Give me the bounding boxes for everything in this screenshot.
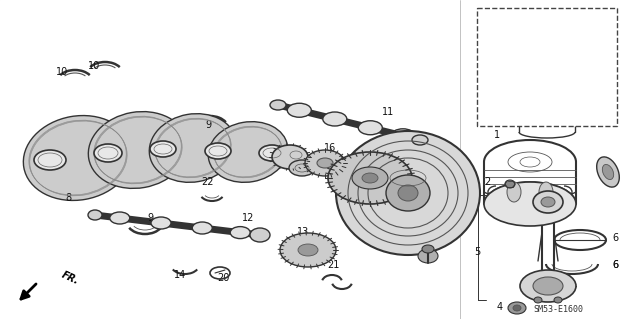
Text: 19: 19 <box>426 233 438 243</box>
Ellipse shape <box>513 305 521 311</box>
Ellipse shape <box>259 145 285 161</box>
Ellipse shape <box>386 175 430 211</box>
Text: 3: 3 <box>612 170 618 180</box>
Ellipse shape <box>205 143 231 159</box>
Ellipse shape <box>596 157 620 187</box>
Ellipse shape <box>286 148 306 162</box>
Ellipse shape <box>192 222 212 234</box>
Ellipse shape <box>352 167 388 189</box>
Ellipse shape <box>484 182 576 226</box>
Ellipse shape <box>520 270 576 302</box>
Text: 1: 1 <box>494 130 500 140</box>
Text: 2: 2 <box>484 177 490 187</box>
Text: 7: 7 <box>495 202 501 212</box>
Ellipse shape <box>151 217 171 229</box>
Text: 9: 9 <box>147 213 153 223</box>
Text: 4: 4 <box>497 302 503 312</box>
Text: 9: 9 <box>205 120 211 130</box>
Ellipse shape <box>208 122 288 182</box>
Text: 17: 17 <box>289 147 301 157</box>
Ellipse shape <box>150 141 176 157</box>
Text: 11: 11 <box>382 107 394 117</box>
Ellipse shape <box>289 160 315 176</box>
Ellipse shape <box>270 100 286 110</box>
Text: 6: 6 <box>612 233 618 243</box>
Text: 5: 5 <box>474 247 480 257</box>
Text: 12: 12 <box>242 213 254 223</box>
Ellipse shape <box>287 103 311 117</box>
Ellipse shape <box>280 233 336 267</box>
Text: SM53-E1600: SM53-E1600 <box>533 306 583 315</box>
Ellipse shape <box>412 135 428 145</box>
Text: 21: 21 <box>327 260 339 270</box>
Ellipse shape <box>317 158 333 168</box>
Ellipse shape <box>422 245 434 253</box>
Text: 13: 13 <box>297 227 309 237</box>
Ellipse shape <box>34 150 66 170</box>
Ellipse shape <box>507 182 521 202</box>
Text: 6: 6 <box>612 260 618 270</box>
Ellipse shape <box>534 297 542 303</box>
Ellipse shape <box>149 114 237 182</box>
Ellipse shape <box>298 244 318 256</box>
Ellipse shape <box>533 191 563 213</box>
Ellipse shape <box>508 302 526 314</box>
Ellipse shape <box>418 249 438 263</box>
Ellipse shape <box>533 277 563 295</box>
Text: 20: 20 <box>217 273 229 283</box>
FancyBboxPatch shape <box>477 8 617 126</box>
Ellipse shape <box>362 173 378 183</box>
Ellipse shape <box>109 212 130 224</box>
Ellipse shape <box>539 182 553 202</box>
Ellipse shape <box>554 297 562 303</box>
Ellipse shape <box>358 121 382 135</box>
Text: 8: 8 <box>65 193 71 203</box>
Text: 6: 6 <box>612 260 618 270</box>
Ellipse shape <box>230 226 250 239</box>
Ellipse shape <box>250 228 270 242</box>
Ellipse shape <box>88 210 102 220</box>
Ellipse shape <box>541 197 555 207</box>
Text: 10: 10 <box>88 61 100 71</box>
Ellipse shape <box>23 115 132 200</box>
Text: 22: 22 <box>202 177 214 187</box>
Ellipse shape <box>323 112 347 126</box>
Ellipse shape <box>94 144 122 162</box>
Text: 10: 10 <box>56 67 68 77</box>
Text: 14: 14 <box>174 270 186 280</box>
Ellipse shape <box>305 150 345 176</box>
Ellipse shape <box>391 129 415 143</box>
Ellipse shape <box>505 180 515 188</box>
Ellipse shape <box>398 185 418 201</box>
Ellipse shape <box>272 145 308 169</box>
Text: 16: 16 <box>324 143 336 153</box>
Text: FR.: FR. <box>60 270 81 286</box>
Text: 18: 18 <box>414 157 426 167</box>
Ellipse shape <box>88 112 188 189</box>
Ellipse shape <box>336 131 480 255</box>
Ellipse shape <box>328 152 412 204</box>
Text: 15: 15 <box>356 150 368 160</box>
Ellipse shape <box>602 165 614 180</box>
